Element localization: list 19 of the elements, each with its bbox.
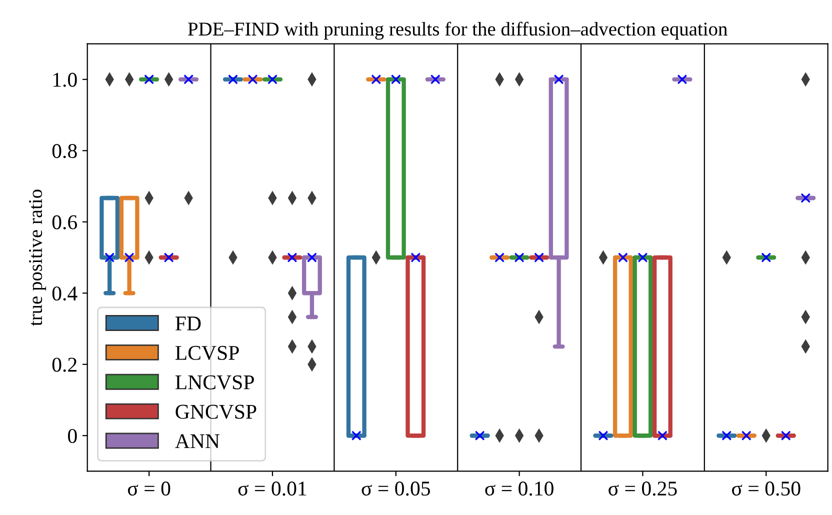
x-tick-label: σ = 0.01 [238,482,306,496]
legend-label: LNCVSP [175,375,254,390]
x-tick-label: σ = 0.10 [485,482,554,496]
y-tick-label: 0.8 [52,144,77,158]
x-tick-label: σ = 0.25 [608,482,677,496]
y-tick-label: 0.6 [52,215,78,230]
y-tick-label: 0 [68,428,77,444]
x-tick-label: σ = 0 [128,482,170,496]
y-axis-title: true positive ratio [29,190,46,326]
legend-label: GNCVSP [176,404,256,419]
y-tick-label: 0.4 [52,286,78,301]
legend-label: LCVSP [175,346,239,360]
x-tick-label: σ = 0.05 [362,482,430,496]
legend-label: ANN [175,434,220,448]
chart-title: PDE–FIND with pruning results for the diffusion–advection equation [188,22,728,40]
y-tick-label: 1.0 [53,72,77,87]
legend-label: FD [175,316,201,330]
x-tick-label: σ = 0.50 [732,482,800,496]
y-tick-label: 0.2 [52,358,76,372]
